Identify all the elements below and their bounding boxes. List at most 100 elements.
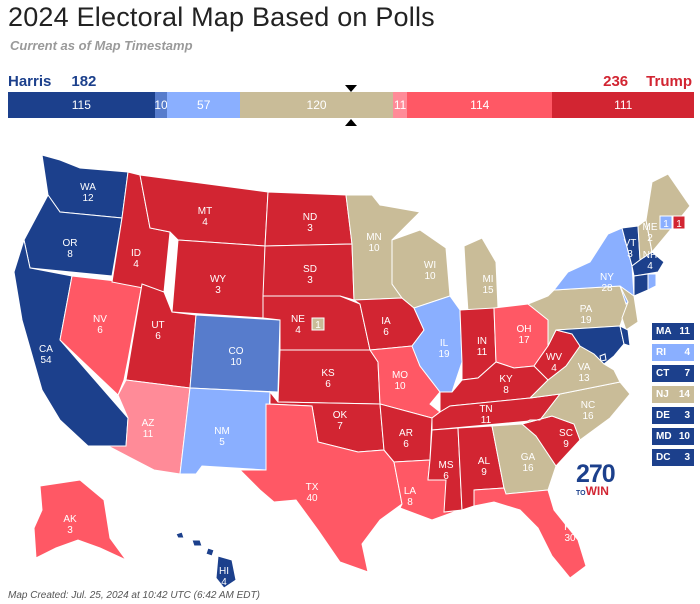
- small-state-nj[interactable]: NJ 14: [652, 386, 694, 403]
- state-label-tn: TN: [479, 404, 492, 415]
- state-ev-ia: 6: [383, 327, 389, 338]
- state-ev-fl: 30: [564, 533, 576, 544]
- state-label-mn: MN: [366, 232, 382, 243]
- state-ak[interactable]: [33, 479, 128, 562]
- state-ev-ne: 4: [295, 325, 301, 336]
- state-ev-ks: 6: [325, 379, 331, 390]
- small-state-ri[interactable]: RI 4: [652, 344, 694, 361]
- state-ca[interactable]: [13, 238, 129, 447]
- state-hi[interactable]: [175, 531, 237, 589]
- state-label-mt: MT: [198, 206, 212, 217]
- state-dc[interactable]: [599, 353, 607, 362]
- state-ev-mn: 10: [368, 243, 380, 254]
- small-state-de[interactable]: DE 3: [652, 407, 694, 424]
- state-ev-oh: 17: [518, 335, 530, 346]
- me-district-2-value: 1: [676, 219, 682, 230]
- ne-district-2-value: 1: [315, 320, 321, 331]
- ev-bar-segment: 57: [167, 92, 241, 118]
- state-ev-ga: 16: [522, 463, 534, 474]
- state-ev-sd: 3: [307, 275, 313, 286]
- state-ev-az: 11: [143, 429, 154, 440]
- state-ev-or: 8: [67, 249, 73, 260]
- small-state-abbr: MD: [656, 431, 672, 442]
- small-state-ev: 3: [684, 452, 690, 463]
- ev-bar-segment: 114: [407, 92, 553, 118]
- small-state-abbr: DE: [656, 410, 670, 421]
- map-timestamp-subtitle: Current as of Map Timestamp: [10, 38, 193, 53]
- state-ev-in: 11: [477, 347, 488, 358]
- state-ri[interactable]: [647, 273, 657, 291]
- state-ev-nc: 16: [582, 411, 594, 422]
- state-label-tx: TX: [306, 482, 319, 493]
- state-ev-wi: 10: [424, 271, 436, 282]
- page-title: 2024 Electoral Map Based on Polls: [8, 2, 435, 32]
- logo-to: TO: [576, 490, 586, 497]
- ev-bar-segment: 111: [552, 92, 694, 118]
- state-de[interactable]: [619, 325, 631, 347]
- state-label-ar: AR: [399, 428, 413, 439]
- state-labels: WA12OR8CA54NV6ID4MT4WY3UT6AZ11CO10NM5ND3…: [39, 182, 658, 588]
- state-label-va: VA: [578, 362, 591, 373]
- state-ev-nm: 5: [219, 437, 225, 448]
- trump-votes: 236: [603, 73, 629, 90]
- state-ev-ny: 28: [601, 283, 613, 294]
- state-wi[interactable]: [391, 229, 451, 309]
- small-state-ct[interactable]: CT 7: [652, 365, 694, 382]
- me-district-2-box[interactable]: [672, 215, 686, 230]
- state-label-al: AL: [478, 456, 491, 467]
- state-tx[interactable]: [238, 403, 403, 573]
- ne-district-2-box[interactable]: [311, 317, 325, 331]
- small-state-md[interactable]: MD 10: [652, 428, 694, 445]
- state-label-ak: AK: [63, 514, 77, 525]
- us-electoral-map: 1 1 1 WA12OR8CA54NV6ID4MT4WY3UT6AZ11CO10…: [13, 154, 691, 589]
- state-ev-nh: 4: [647, 261, 653, 272]
- state-ev-co: 10: [230, 357, 242, 368]
- state-label-hi: HI: [219, 566, 229, 577]
- state-ev-sc: 9: [563, 439, 569, 450]
- state-sd[interactable]: [262, 243, 355, 301]
- state-label-nv: NV: [93, 314, 107, 325]
- state-label-ny: NY: [600, 272, 614, 283]
- small-state-abbr: RI: [656, 347, 666, 358]
- harris-votes: 182: [71, 73, 97, 90]
- state-label-nm: NM: [214, 426, 230, 437]
- trump-total: 236 Trump: [603, 73, 692, 90]
- state-ev-ut: 6: [155, 331, 161, 342]
- state-label-sc: SC: [559, 428, 573, 439]
- state-label-wi: WI: [424, 260, 436, 271]
- small-state-ev: 7: [684, 368, 690, 379]
- me-district-1-box[interactable]: [659, 215, 673, 230]
- state-ev-pa: 19: [580, 315, 592, 326]
- trump-name: Trump: [646, 73, 692, 90]
- state-label-sd: SD: [303, 264, 317, 275]
- state-label-nc: NC: [581, 400, 595, 411]
- state-ev-tn: 11: [481, 415, 492, 426]
- state-ev-wa: 12: [82, 193, 94, 204]
- state-label-wa: WA: [80, 182, 96, 193]
- state-ct[interactable]: [633, 273, 649, 297]
- small-state-ma[interactable]: MA 11: [652, 323, 694, 340]
- 270towin-logo: 270 TOWIN: [576, 462, 616, 500]
- logo-win: WIN: [585, 484, 609, 498]
- state-label-ia: IA: [381, 316, 391, 327]
- state-ev-ak: 3: [67, 525, 73, 536]
- state-ev-mi: 15: [482, 285, 494, 296]
- state-ev-ok: 7: [337, 421, 343, 432]
- harris-name: Harris: [8, 73, 52, 90]
- state-label-ga: GA: [521, 452, 536, 463]
- state-label-vt: VT: [624, 238, 637, 249]
- state-label-ok: OK: [333, 410, 348, 421]
- state-label-id: ID: [131, 248, 141, 259]
- state-label-co: CO: [229, 346, 244, 357]
- state-ev-al: 9: [481, 467, 487, 478]
- state-ev-va: 13: [578, 373, 590, 384]
- small-state-dc[interactable]: DC 3: [652, 449, 694, 466]
- state-label-mi: MI: [482, 274, 493, 285]
- ev-bar-segment: 120: [240, 92, 394, 118]
- state-label-or: OR: [63, 238, 78, 249]
- state-label-fl: FL: [564, 522, 576, 533]
- state-label-ms: MS: [439, 460, 454, 471]
- state-ev-tx: 40: [306, 493, 318, 504]
- state-label-ca: CA: [39, 344, 53, 355]
- state-fl[interactable]: [473, 487, 587, 579]
